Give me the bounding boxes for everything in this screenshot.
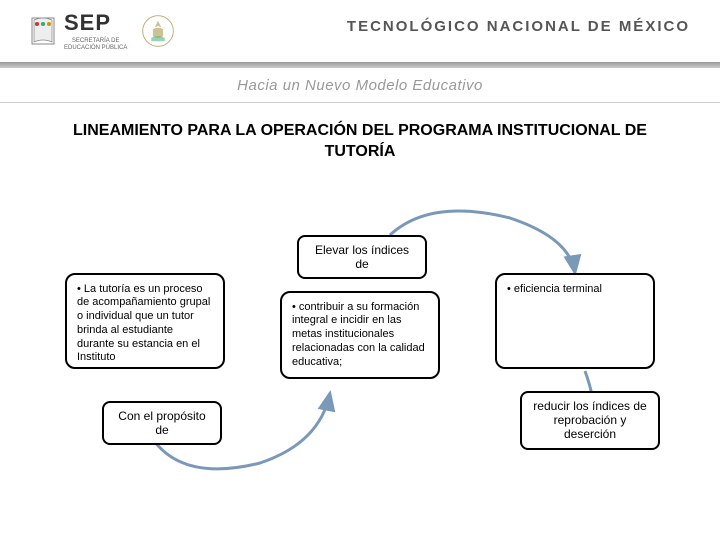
- sep-book-icon: [30, 14, 56, 48]
- box-tutoria-definition: La tutoría es un proceso de acompañamien…: [65, 273, 225, 369]
- page-title: LINEAMIENTO PARA LA OPERACIÓN DEL PROGRA…: [0, 103, 720, 173]
- header: SEP SECRETARÍA DE EDUCACIÓN PÚBLICA TECN…: [0, 0, 720, 62]
- box-contribuir: contribuir a su formación integral e inc…: [280, 291, 440, 379]
- box3-text: eficiencia terminal: [507, 283, 602, 295]
- sep-subtitle: SECRETARÍA DE EDUCACIÓN PÚBLICA: [64, 38, 127, 51]
- sep-logo: SEP SECRETARÍA DE EDUCACIÓN PÚBLICA: [30, 10, 175, 51]
- box-eficiencia: eficiencia terminal: [495, 273, 655, 369]
- sep-text-block: SEP SECRETARÍA DE EDUCACIÓN PÚBLICA: [64, 10, 127, 51]
- label3-text: reducir los índices de reprobación y des…: [533, 399, 646, 442]
- label1-text: Con el propósito de: [118, 409, 205, 437]
- label-reducir-indices: reducir los índices de reprobación y des…: [520, 391, 660, 450]
- label-elevar-indices: Elevar los índices de: [297, 235, 427, 280]
- box2-text: contribuir a su formación integral e inc…: [292, 301, 425, 368]
- diagram-area: La tutoría es un proceso de acompañamien…: [0, 173, 720, 523]
- tnm-title: TECNOLÓGICO NACIONAL DE MÉXICO: [347, 18, 690, 35]
- box1-text: La tutoría es un proceso de acompañamien…: [77, 283, 210, 364]
- eagle-seal-icon: [141, 14, 175, 48]
- label-proposito: Con el propósito de: [102, 401, 222, 446]
- subbanner: Hacia un Nuevo Modelo Educativo: [0, 68, 720, 102]
- label-top-text: Elevar los índices de: [315, 243, 409, 271]
- sep-letters: SEP: [64, 10, 127, 36]
